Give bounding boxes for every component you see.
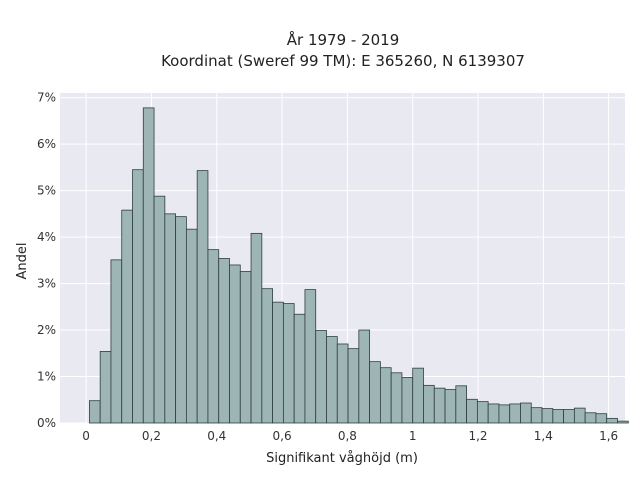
histogram-bar (520, 402, 532, 424)
histogram-bar (142, 107, 155, 424)
x-tick-label: 1 (409, 429, 417, 443)
histogram-bar (110, 259, 123, 424)
chart-subtitle: Koordinat (Sweref 99 TM): E 365260, N 61… (161, 52, 525, 70)
x-tick-label: 0,6 (273, 429, 292, 443)
histogram-bar (552, 409, 565, 424)
histogram-bar (390, 372, 403, 424)
histogram-bar (487, 403, 500, 424)
histogram-bar (498, 404, 511, 424)
histogram-bar (196, 170, 209, 424)
histogram-bar (476, 401, 489, 424)
histogram-bar (272, 301, 284, 424)
x-axis-ticks: 0 0,2 0,4 0,6 0,8 1 1,2 1,4 1,6 (82, 429, 618, 443)
bars (88, 107, 629, 424)
histogram-bar (132, 169, 144, 424)
histogram-bar (584, 412, 597, 424)
histogram-bar (509, 403, 521, 424)
x-tick-label: 0 (82, 429, 90, 443)
histogram-bar (595, 413, 608, 424)
histogram-bar (326, 336, 338, 424)
histogram-bar (293, 313, 306, 424)
histogram-bar (88, 400, 101, 424)
histogram-bar (530, 407, 543, 424)
histogram-bar (239, 271, 252, 424)
x-tick-label: 1,2 (468, 429, 487, 443)
histogram-bar (261, 288, 274, 424)
histogram-bar (153, 195, 166, 424)
histogram-bar (229, 264, 241, 424)
histogram-bar (573, 407, 586, 424)
histogram-bar (423, 384, 435, 424)
y-tick-label: 7% (37, 91, 56, 105)
x-tick-label: 0,8 (338, 429, 357, 443)
histogram-bar (563, 409, 575, 424)
histogram-bar (304, 289, 317, 424)
y-tick-label: 0% (37, 416, 56, 430)
y-tick-label: 5% (37, 184, 56, 198)
histogram-bar (401, 377, 414, 424)
histogram-bar (358, 329, 371, 424)
x-axis-label: Signifikant våghöjd (m) (266, 451, 418, 466)
histogram-bar (617, 420, 629, 424)
histogram-bar (315, 330, 327, 424)
histogram-bar (444, 389, 457, 424)
y-tick-label: 2% (37, 323, 56, 337)
y-axis-label: Andel (15, 243, 30, 280)
histogram-bar (379, 367, 392, 424)
histogram-bar (175, 216, 187, 424)
histogram-bar (282, 303, 295, 424)
histogram-bar (250, 232, 263, 424)
y-tick-label: 4% (37, 230, 56, 244)
y-tick-label: 3% (37, 277, 56, 291)
x-tick-label: 0,2 (142, 429, 161, 443)
histogram-bar (369, 361, 381, 424)
histogram-bar (185, 228, 198, 424)
chart-title: År 1979 - 2019 (287, 30, 400, 49)
histogram-bar (466, 398, 478, 424)
y-axis-ticks: 0% 1% 2% 3% 4% 5% 6% 7% (37, 91, 56, 430)
histogram-bar (121, 209, 133, 424)
histogram-bar (336, 343, 349, 424)
y-tick-label: 1% (37, 370, 56, 384)
histogram-bar (164, 213, 177, 424)
histogram-bar (207, 249, 220, 424)
histogram-bar (606, 417, 618, 424)
y-tick-label: 6% (37, 137, 56, 151)
x-tick-label: 1,6 (599, 429, 618, 443)
histogram-bar (99, 351, 112, 424)
histogram-bar (218, 258, 230, 424)
histogram-bar (433, 387, 446, 424)
histogram-bar (347, 348, 360, 424)
histogram-bar (455, 385, 468, 424)
x-tick-label: 1,4 (534, 429, 553, 443)
histogram-bar (541, 408, 554, 424)
histogram-bar (412, 367, 424, 424)
x-tick-label: 0,4 (207, 429, 226, 443)
